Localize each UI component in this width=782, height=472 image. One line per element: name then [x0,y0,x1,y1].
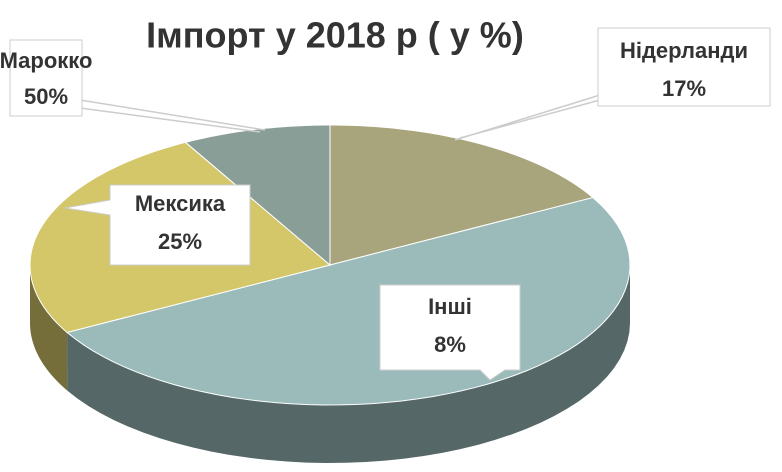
pie [29,124,631,463]
data-label-value: 8% [434,332,466,357]
slice-side [67,265,631,463]
data-label-name: Інші [428,294,472,319]
data-label-name: Марокко [0,48,92,73]
data-label-value: 50% [24,84,68,109]
slice [329,124,594,266]
leader-line [454,94,601,141]
labels: Нідерланди 17% Марокко 50% Мексика 25% Інші 8% [0,38,748,357]
data-label-name: Мексика [135,191,226,216]
data-label-value: 25% [158,229,202,254]
label-box [9,39,83,117]
callouts [9,27,771,381]
data-label-value: 17% [662,76,706,101]
chart-title: Імпорт у 2018 р ( у %) [146,15,524,56]
slice [184,124,331,267]
leader-line [79,99,266,133]
label-box [64,184,251,266]
data-label-name: Нідерланди [620,38,748,63]
slice-side [30,265,68,391]
label-box [379,284,521,381]
label-box [597,27,771,107]
